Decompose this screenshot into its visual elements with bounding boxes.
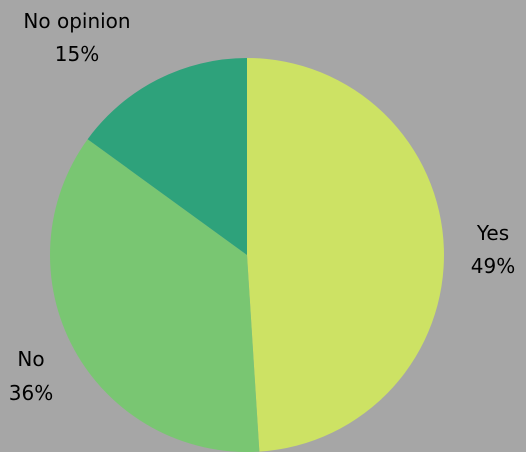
pie-labels: Yes 49% No 36% No opinion 15% <box>9 9 515 405</box>
pie-slice-yes <box>247 58 444 452</box>
slice-label-yes: Yes <box>476 221 509 245</box>
pie-slices <box>49 57 444 452</box>
slice-percent-yes: 49% <box>471 254 515 278</box>
pie-slice-no <box>49 139 260 452</box>
slice-label-no-opinion: No opinion <box>23 9 130 33</box>
slice-percent-no-opinion: 15% <box>55 42 99 66</box>
slice-label-no: No <box>17 347 44 371</box>
pie-slice-no-opinion <box>87 57 248 255</box>
slice-percent-no: 36% <box>9 381 53 405</box>
